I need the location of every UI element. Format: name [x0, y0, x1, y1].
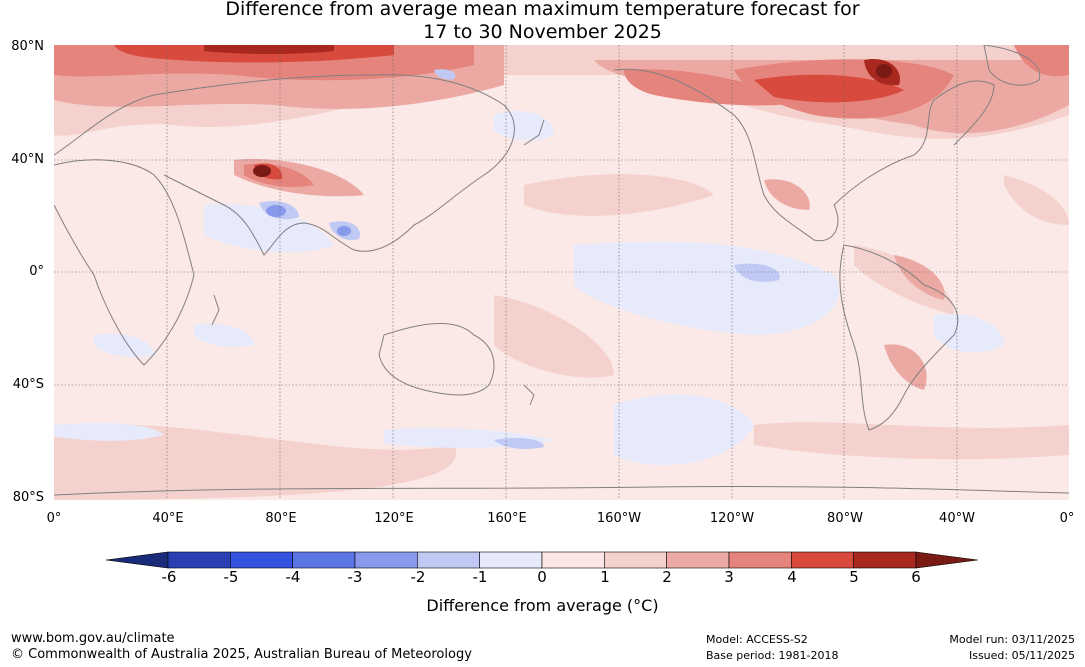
- colorbar-segment: [167, 551, 231, 569]
- lat-label-80s: 80°S: [12, 490, 44, 505]
- colorbar-label: Difference from average (°C): [426, 596, 659, 615]
- temperature-anomaly-map: [54, 45, 1069, 500]
- colorbar-tick: 3: [724, 568, 734, 586]
- anomaly-band-minus1-0: [54, 111, 1004, 465]
- colorbar-segment: [853, 551, 917, 569]
- colorbar-segment: [604, 551, 667, 569]
- colorbar-tick: -3: [347, 568, 363, 586]
- colorbar-tick: -1: [472, 568, 488, 586]
- colorbar-tick: 1: [600, 568, 610, 586]
- colorbar-segment: [541, 551, 605, 569]
- coastline-eurasia: [54, 74, 515, 256]
- coastline-south-america: [839, 244, 959, 431]
- lat-label-80n: 80°N: [11, 39, 44, 54]
- coastlines: [54, 45, 1069, 496]
- colorbar-tick: -6: [161, 568, 177, 586]
- lon-label-40w: 40°W: [939, 511, 975, 526]
- coastline-madagascar: [211, 294, 220, 326]
- anomaly-band-above-6: [253, 64, 892, 177]
- colorbar-tick: 0: [537, 568, 547, 586]
- colorbar-segment: [479, 551, 543, 569]
- lon-label-160e: 160°E: [487, 511, 527, 526]
- lon-label-160w: 160°W: [596, 511, 642, 526]
- colorbar-segment: [417, 551, 480, 569]
- lat-label-40n: 40°N: [11, 152, 44, 167]
- coastline-africa: [54, 159, 195, 366]
- colorbar-segment: [791, 551, 854, 569]
- footer-copyright: © Commonwealth of Australia 2025, Austra…: [11, 647, 472, 662]
- colorbar-segment: [728, 551, 792, 569]
- lon-label-40e: 40°E: [152, 511, 184, 526]
- footer-base-period: Base period: 1981-2018: [706, 649, 839, 662]
- coastline-japan: [523, 119, 545, 146]
- chart-title-line1: Difference from average mean maximum tem…: [225, 0, 860, 20]
- chart-title-line2: 17 to 30 November 2025: [423, 21, 662, 43]
- colorbar-segment: [292, 551, 356, 569]
- colorbar-segment: [230, 551, 293, 569]
- colorbar-tick: -2: [410, 568, 426, 586]
- coastline-north-america: [613, 68, 995, 242]
- coastline-greenland: [983, 45, 1041, 86]
- colorbar-tick: -4: [285, 568, 301, 586]
- colorbar: [106, 551, 978, 569]
- colorbar-tick: 6: [911, 568, 921, 586]
- lat-label-0: 0°: [29, 264, 44, 279]
- lon-label-0-left: 0°: [46, 511, 62, 526]
- anomaly-band-minus3-minus2: [266, 205, 351, 236]
- colorbar-tick: 4: [787, 568, 797, 586]
- footer-model: Model: ACCESS-S2: [706, 633, 808, 646]
- colorbar-tick: 5: [849, 568, 859, 586]
- lon-label-120w: 120°W: [709, 511, 755, 526]
- coastline-antarctica: [54, 486, 1069, 496]
- footer-issued: Issued: 05/11/2025: [968, 649, 1075, 662]
- lon-label-80w: 80°W: [827, 511, 863, 526]
- lon-label-0-right: 0°: [1059, 511, 1075, 526]
- coastline-new-zealand: [523, 384, 535, 406]
- colorbar-segment: [354, 551, 418, 569]
- lon-label-120e: 120°E: [374, 511, 414, 526]
- colorbar-tick: -5: [223, 568, 239, 586]
- lat-label-40s: 40°S: [12, 377, 44, 392]
- colorbar-extend-low: [106, 551, 169, 569]
- colorbar-segment: [666, 551, 730, 569]
- footer-model-run: Model run: 03/11/2025: [949, 633, 1075, 646]
- lon-label-80e: 80°E: [265, 511, 297, 526]
- colorbar-tick: 2: [662, 568, 672, 586]
- gridlines: [54, 45, 1069, 500]
- colorbar-extend-high: [915, 551, 978, 569]
- footer-url: www.bom.gov.au/climate: [11, 631, 175, 646]
